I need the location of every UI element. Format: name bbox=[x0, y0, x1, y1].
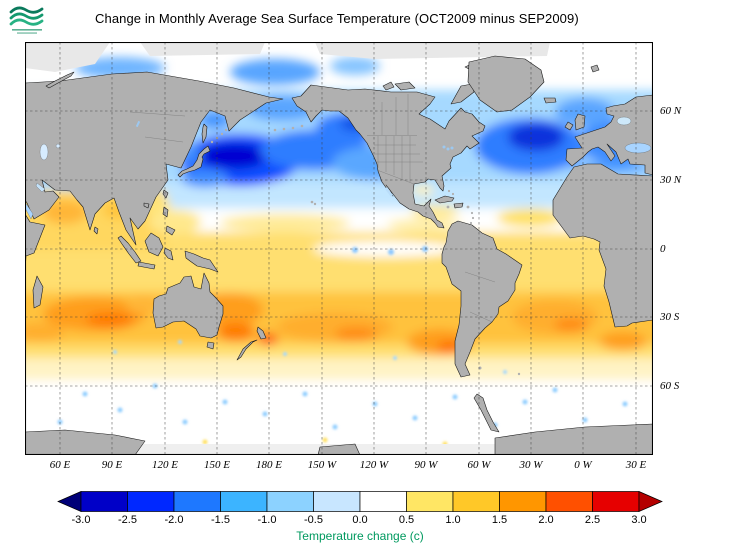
lat-label: 30 N bbox=[660, 174, 682, 186]
marginal-seas bbox=[25, 116, 652, 220]
colorbar-tick-label: -1.5 bbox=[211, 514, 230, 526]
lon-label: 30 W bbox=[519, 459, 543, 471]
island-banks bbox=[382, 81, 395, 91]
gridlines bbox=[25, 42, 653, 455]
antarctica-right bbox=[494, 423, 653, 455]
colorbar-segment bbox=[452, 491, 500, 512]
lat-label: 0 bbox=[660, 243, 666, 255]
colorbar-segment bbox=[592, 491, 640, 512]
island-new-zealand-north bbox=[256, 326, 267, 340]
colorbar-scale bbox=[57, 490, 663, 513]
island-dots bbox=[210, 124, 521, 376]
colorbar-segment bbox=[545, 491, 593, 512]
antarctica-center bbox=[317, 443, 361, 455]
antarctic-peninsula bbox=[473, 393, 500, 433]
map-panel bbox=[24, 41, 654, 456]
logo-wave-icon bbox=[9, 6, 44, 26]
continent-africa-east bbox=[25, 213, 46, 275]
island-novaya-zemlya bbox=[45, 71, 75, 89]
colorbar-arrow-right bbox=[638, 490, 663, 513]
colorbar-caption: Temperature change (c) bbox=[296, 529, 424, 543]
country-borders bbox=[129, 94, 496, 323]
logo-text-line bbox=[17, 32, 37, 34]
colorbar-tick-label: 0.5 bbox=[398, 514, 415, 526]
antarctica-left bbox=[25, 429, 146, 455]
island-hispaniola bbox=[453, 202, 464, 209]
continents bbox=[25, 55, 653, 455]
colorbar-tick-label: -1.0 bbox=[257, 514, 277, 526]
lon-label: 120 W bbox=[359, 459, 389, 471]
colorbar-segment bbox=[80, 491, 128, 512]
island-victoria bbox=[394, 81, 416, 91]
colorbar-ticks: -3.0 -2.5 -2.0 -1.5 -1.0 -0.5 0.0 0.5 1.… bbox=[72, 514, 647, 528]
lon-label: 60 E bbox=[49, 459, 71, 471]
logo-text-line bbox=[12, 29, 42, 31]
lon-label: 150 W bbox=[307, 459, 337, 471]
lat-label: 60 S bbox=[660, 380, 680, 392]
colorbar-tick-label: 0.0 bbox=[352, 514, 368, 526]
colorbar-tick-label: 2.0 bbox=[538, 514, 554, 526]
colorbar-tick-label: 1.0 bbox=[445, 514, 461, 526]
continent-south-america bbox=[441, 220, 523, 378]
colorbar-tick-label: 3.0 bbox=[631, 514, 647, 526]
world-map bbox=[24, 41, 654, 456]
island-sulawesi bbox=[163, 247, 174, 261]
page-title: Change in Monthly Average Sea Surface Te… bbox=[95, 11, 579, 26]
continent-eurasia bbox=[25, 71, 284, 246]
colorbar-segment bbox=[406, 491, 454, 512]
colorbar-segment bbox=[359, 491, 407, 512]
island-luzon bbox=[162, 206, 169, 218]
lat-label: 30 S bbox=[660, 311, 680, 323]
colorbar-tick-label: -3.0 bbox=[71, 514, 91, 526]
lon-label: 30 E bbox=[625, 459, 647, 471]
island-sumatra bbox=[117, 235, 142, 264]
continent-africa-west bbox=[552, 163, 653, 328]
continent-north-america bbox=[291, 84, 486, 229]
colorbar-tick-label: 1.5 bbox=[491, 514, 508, 526]
continent-europe bbox=[565, 94, 653, 176]
lat-label: 60 N bbox=[660, 105, 682, 117]
island-mindanao bbox=[165, 225, 176, 236]
colorbar-tick-label: -2.0 bbox=[164, 514, 184, 526]
colorbar-segment bbox=[266, 491, 314, 512]
lon-label: 0 W bbox=[574, 459, 592, 471]
island-new-guinea bbox=[184, 250, 219, 273]
lon-label: 90 W bbox=[414, 459, 438, 471]
island-great-britain bbox=[574, 113, 586, 131]
island-new-zealand-south bbox=[236, 339, 258, 361]
island-iceland bbox=[543, 97, 557, 104]
agency-logo bbox=[9, 6, 44, 34]
continent-australia bbox=[152, 272, 224, 339]
colorbar-segment bbox=[313, 491, 361, 512]
island-borneo bbox=[144, 232, 164, 257]
colorbar-tick-label: 2.5 bbox=[584, 514, 601, 526]
colorbar-segment bbox=[220, 491, 268, 512]
colorbar-tick-label: -2.5 bbox=[118, 514, 137, 526]
colorbar-segment bbox=[173, 491, 221, 512]
island-hainan bbox=[143, 202, 150, 209]
lon-label: 90 E bbox=[101, 459, 123, 471]
island-madagascar bbox=[32, 275, 44, 309]
island-java bbox=[137, 261, 156, 270]
island-cuba bbox=[434, 195, 455, 204]
colorbar-segment bbox=[499, 491, 547, 512]
island-japan bbox=[177, 145, 211, 178]
island-sakhalin bbox=[201, 123, 208, 144]
colorbar bbox=[57, 490, 663, 513]
map-border bbox=[24, 41, 654, 456]
lon-label: 150 E bbox=[204, 459, 230, 471]
island-svalbard bbox=[590, 64, 600, 73]
island-ireland bbox=[564, 121, 574, 131]
lon-label: 120 E bbox=[152, 459, 178, 471]
island-sri-lanka bbox=[93, 226, 99, 235]
colorbar-tick-label: -0.5 bbox=[304, 514, 323, 526]
island-tasmania bbox=[206, 341, 215, 350]
continent-greenland bbox=[467, 55, 545, 113]
colorbar-segment bbox=[127, 491, 175, 512]
lon-label: 60 W bbox=[467, 459, 491, 471]
island-taiwan bbox=[162, 189, 169, 199]
lon-label: 180 E bbox=[256, 459, 282, 471]
colorbar-arrow-left bbox=[57, 490, 82, 513]
